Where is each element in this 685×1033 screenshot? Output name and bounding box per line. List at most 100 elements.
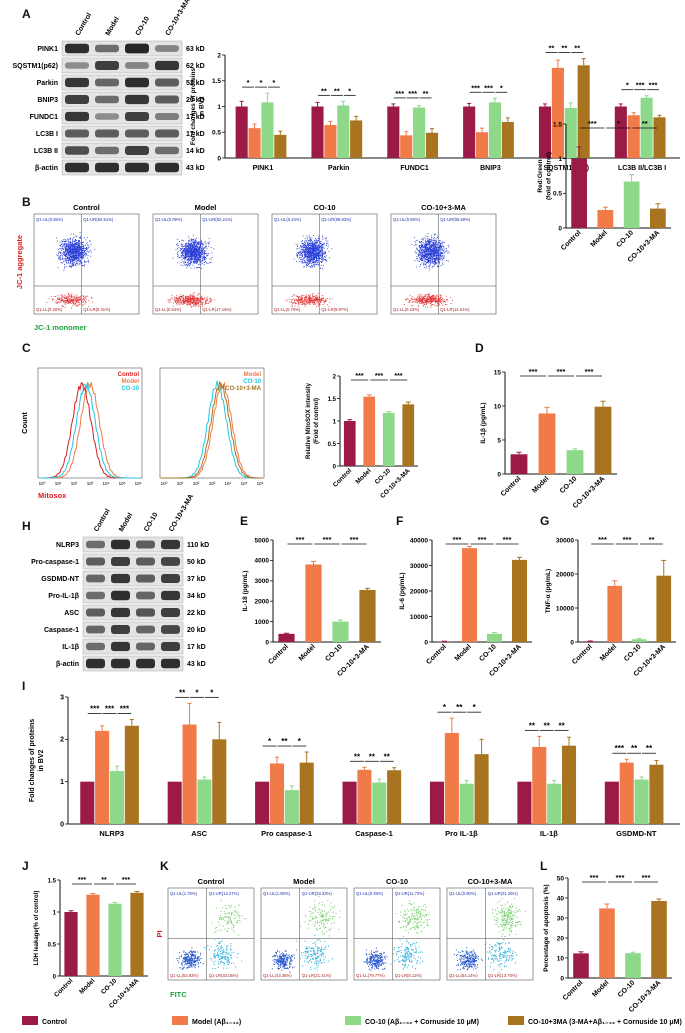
western-blot-a: Control Model CO-10 CO-10+3-MA PINK1 63 kD SQS… (12, 0, 205, 176)
flow-plot-b-2: CO-10 Q1-UL(0.43%) Q1-UR(88.93%) Q1-LL(0.70… (271, 203, 378, 315)
y-axis-label: Relative MitoSOX intensity (306, 382, 312, 459)
histo-tick: 10² (193, 481, 200, 486)
band (65, 129, 89, 138)
lane-label: CO-10+3-MA (165, 0, 192, 37)
kd-label: 62 kD (186, 63, 205, 70)
sig-mark: * (195, 688, 199, 697)
category-label: Control (500, 475, 523, 498)
y-axis-label: Red:Green (537, 159, 544, 192)
y-axis-label: Percentage of apoptosis (%) (543, 884, 550, 971)
band (65, 77, 89, 88)
bar-I-3 (299, 762, 314, 824)
y-tick-label: 1 (217, 104, 221, 111)
category-label: BNIP3 (480, 165, 501, 172)
quadrant-label: Q1-UR(88.93%) (321, 217, 352, 222)
kd-label: 20 kD (186, 97, 205, 104)
band (125, 129, 149, 138)
y-tick-label: 1.5 (48, 878, 57, 884)
sig-mark: * (268, 737, 272, 746)
quadrant-label: Q1-UL(0.65%) (36, 217, 64, 222)
band (111, 625, 130, 634)
y-tick-label: 1 (53, 910, 57, 916)
legend-swatch (508, 1016, 524, 1025)
quadrant-label: Q1-LL(54.14%) (449, 973, 478, 978)
kd-label: 50 kD (187, 559, 206, 566)
plot-title: CO-10+3-MA (421, 203, 466, 212)
bar-E-0 (278, 633, 295, 642)
y-tick-label: 2 (60, 737, 64, 744)
sig-mark: *** (453, 535, 462, 544)
bar-A-0 (614, 106, 627, 158)
sig-mark: ** (354, 752, 361, 761)
category-label: Caspase-1 (355, 829, 393, 838)
plot-frame (167, 887, 255, 981)
bar-B-2 (623, 181, 640, 228)
sig-mark: *** (90, 704, 100, 713)
sig-mark: *** (557, 367, 566, 376)
scatter-points (55, 231, 96, 271)
histo-legend-item: Model (244, 372, 262, 378)
band (136, 658, 155, 669)
y-axis-label: in BV2 (38, 750, 45, 772)
bar-G-1 (607, 585, 623, 642)
blot-strip (82, 655, 184, 672)
sig-mark: *** (78, 877, 86, 884)
y-axis-label: (Fold of control) (314, 398, 320, 444)
band (65, 95, 89, 104)
bar-I-1 (532, 746, 547, 824)
plot-frame (353, 887, 441, 981)
flow-plot-b-1: Model Q1-UL(0.09%) Q1-UR(82.21%) Q1-LL(0.54… (152, 203, 259, 315)
quadrant-label: Q1-UL(1.90%) (263, 891, 291, 896)
band (136, 591, 155, 600)
quadrant-label: Q1-LL(0.23%) (393, 307, 420, 312)
band (86, 574, 105, 583)
blot-strip (82, 536, 184, 553)
y-tick-label: 0 (217, 155, 221, 162)
y-tick-label: 3 (60, 694, 64, 701)
category-label: Model (531, 475, 550, 494)
bar-I-2 (284, 790, 299, 824)
protein-label: β-actin (35, 165, 58, 172)
y-tick-label: 20 (557, 935, 565, 942)
sig-mark: *** (105, 704, 115, 713)
blot-strip (82, 587, 184, 604)
bar-I-0 (342, 781, 357, 824)
plot-title: Control (73, 203, 100, 212)
sig-mark: *** (649, 81, 658, 90)
quadrant-label: Q1-UL(0.43%) (274, 217, 302, 222)
histo-tick: 10² (71, 481, 78, 486)
band (95, 95, 119, 104)
band (65, 62, 89, 69)
sig-mark: *** (615, 744, 625, 753)
scatter-points (286, 293, 333, 307)
bar-I-1 (619, 762, 634, 824)
bar-A-1 (400, 135, 413, 158)
scatter-points (484, 935, 518, 974)
category-label: CO-10 (324, 643, 344, 663)
protein-label: ASC (64, 610, 79, 617)
bar-G-2 (631, 639, 647, 642)
band (65, 111, 89, 122)
y-tick-label: 1.5 (212, 78, 221, 85)
kd-label: 37 kD (187, 576, 206, 583)
y-tick-label: 30000 (556, 537, 574, 544)
band (161, 608, 180, 617)
scatter-points (295, 934, 333, 971)
category-label: GSDMD-NT (616, 829, 657, 838)
legend-item-model: Model (Aβ₁₋₄₂) (172, 1016, 241, 1026)
y-tick-label: 40000 (410, 537, 428, 544)
bar-D-2 (566, 450, 584, 474)
protein-label: LC3B II (34, 148, 58, 155)
y-tick-label: 30000 (410, 563, 428, 570)
kd-label: 22 kD (187, 610, 206, 617)
bar-I-3 (212, 739, 227, 824)
chart-F: 0 10000 20000 30000 40000 IL-6 (pg/mL) Control… (399, 535, 532, 678)
y-tick-label: 1 (558, 156, 562, 163)
bar-I-2 (197, 779, 212, 824)
sig-mark: *** (296, 535, 305, 544)
chart-C: 0 0.5 1 1.5 2 Relative MitoSOX intensity (Fold… (306, 373, 418, 500)
sig-mark: * (443, 703, 447, 712)
y-axis-label: IL-6 (pg/mL) (399, 572, 406, 609)
